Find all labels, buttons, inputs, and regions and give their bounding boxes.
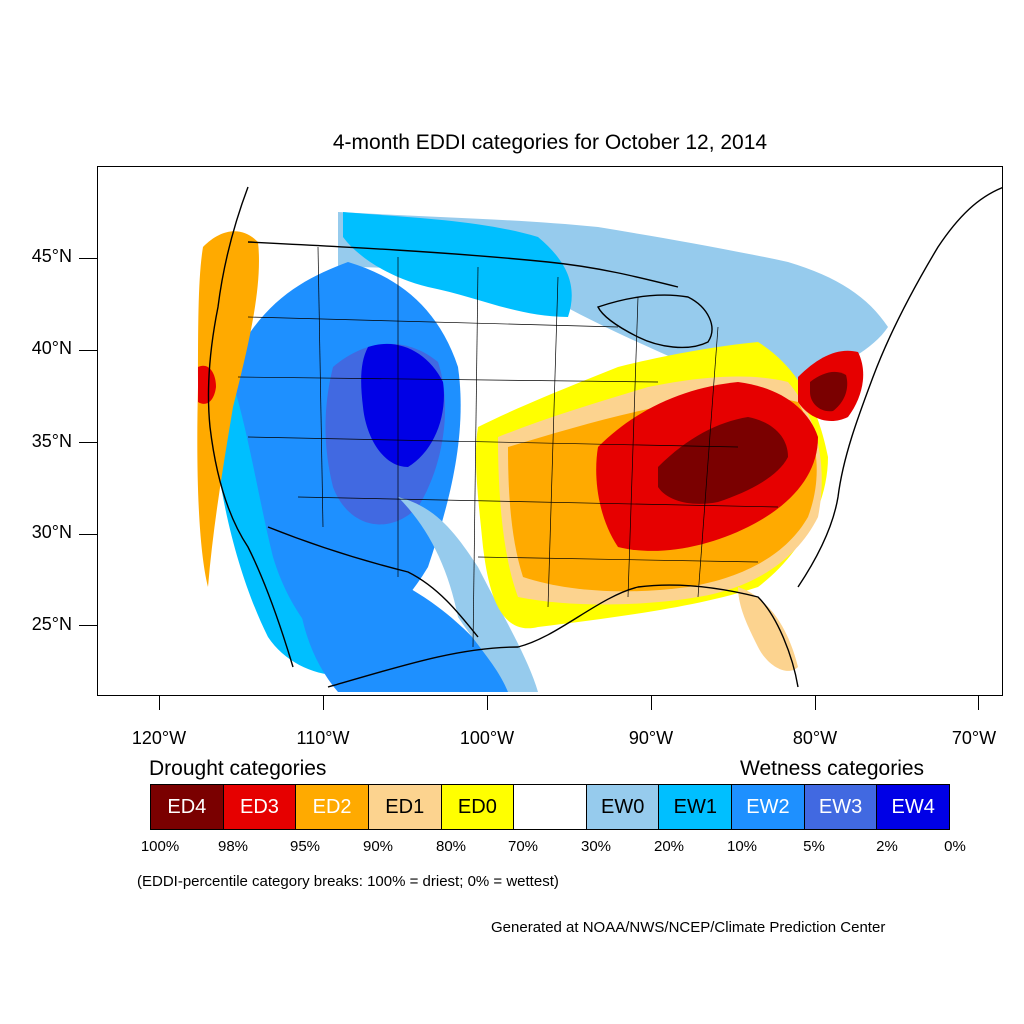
break-label: 10% <box>726 838 758 855</box>
lat-tick <box>79 625 97 626</box>
lat-tick <box>79 258 97 259</box>
lat-label-40n: 40°N <box>31 338 72 358</box>
ew1-field-north <box>343 212 572 317</box>
map-frame <box>97 166 1003 696</box>
lat-tick <box>79 350 97 351</box>
lon-tick <box>978 696 979 710</box>
break-label: 70% <box>507 838 539 855</box>
legend-cell-ew0: EW0 <box>586 785 660 829</box>
break-label: 20% <box>653 838 685 855</box>
lat-label-45n: 45°N <box>31 246 72 266</box>
ew4-field <box>361 343 444 467</box>
lon-label-110w: 110°W <box>296 728 350 748</box>
legend-cell-ew4: EW4 <box>877 785 950 829</box>
great-lakes-outline <box>597 294 713 349</box>
lon-label-80w: 80°W <box>792 728 838 748</box>
west-coast-line <box>207 186 294 668</box>
canada-border-line <box>247 241 679 288</box>
ed3-field-west <box>198 365 216 404</box>
ed2-field-west <box>197 231 259 587</box>
eddi-map <box>197 186 1002 692</box>
mexico-border-line <box>267 526 479 638</box>
break-label: 2% <box>876 838 898 855</box>
lat-label-30n: 30°N <box>31 522 72 542</box>
break-label: 95% <box>289 838 321 855</box>
legend-cell-ed4: ED4 <box>151 785 224 829</box>
category-breaks-note: (EDDI-percentile category breaks: 100% =… <box>137 873 559 890</box>
legend-cell-ew3: EW3 <box>804 785 878 829</box>
ew0-field-tx <box>398 497 538 692</box>
ew2-field-south <box>297 547 518 692</box>
lon-tick <box>323 696 324 710</box>
lon-label-70w: 70°W <box>951 728 997 748</box>
break-label: 80% <box>435 838 467 855</box>
east-coast-line <box>797 187 1002 588</box>
lat-tick <box>79 534 97 535</box>
lon-tick <box>487 696 488 710</box>
drought-categories-heading: Drought categories <box>149 757 327 780</box>
state-borders <box>237 246 779 648</box>
legend-cell-ew1: EW1 <box>659 785 733 829</box>
break-label: 30% <box>580 838 612 855</box>
lat-label-25n: 25°N <box>31 614 72 634</box>
legend-cell-ed2: ED2 <box>296 785 369 829</box>
ew1-field-west <box>215 367 358 676</box>
lon-tick <box>159 696 160 710</box>
break-label: 0% <box>944 838 966 855</box>
legend-cell-ed0: ED0 <box>441 785 515 829</box>
map-title: 4-month EDDI categories for October 12, … <box>332 131 768 154</box>
break-label: 5% <box>803 838 825 855</box>
lat-tick <box>79 442 97 443</box>
ed4-field-ne <box>810 371 848 412</box>
wetness-categories-heading: Wetness categories <box>740 757 925 780</box>
lon-tick <box>651 696 652 710</box>
lat-label-35n: 35°N <box>31 431 72 451</box>
break-label: 100% <box>140 838 180 855</box>
credit-text: Generated at NOAA/NWS/NCEP/Climate Predi… <box>491 919 886 936</box>
lon-label-100w: 100°W <box>459 728 515 748</box>
legend-cell-ew2: EW2 <box>732 785 805 829</box>
legend-cell-ed1: ED1 <box>368 785 442 829</box>
legend-cell-neutral <box>514 785 587 829</box>
legend-colorbar: ED4 ED3 ED2 ED1 ED0 EW0 EW1 EW2 EW3 EW4 <box>150 784 950 830</box>
break-label: 98% <box>217 838 249 855</box>
ed4-field <box>658 417 788 504</box>
lon-label-120w: 120°W <box>131 728 187 748</box>
lon-label-90w: 90°W <box>628 728 674 748</box>
lon-tick <box>815 696 816 710</box>
break-label: 90% <box>362 838 394 855</box>
drought-fields <box>197 231 864 671</box>
ed1-field-fl <box>738 587 798 671</box>
legend-cell-ed3: ED3 <box>223 785 297 829</box>
